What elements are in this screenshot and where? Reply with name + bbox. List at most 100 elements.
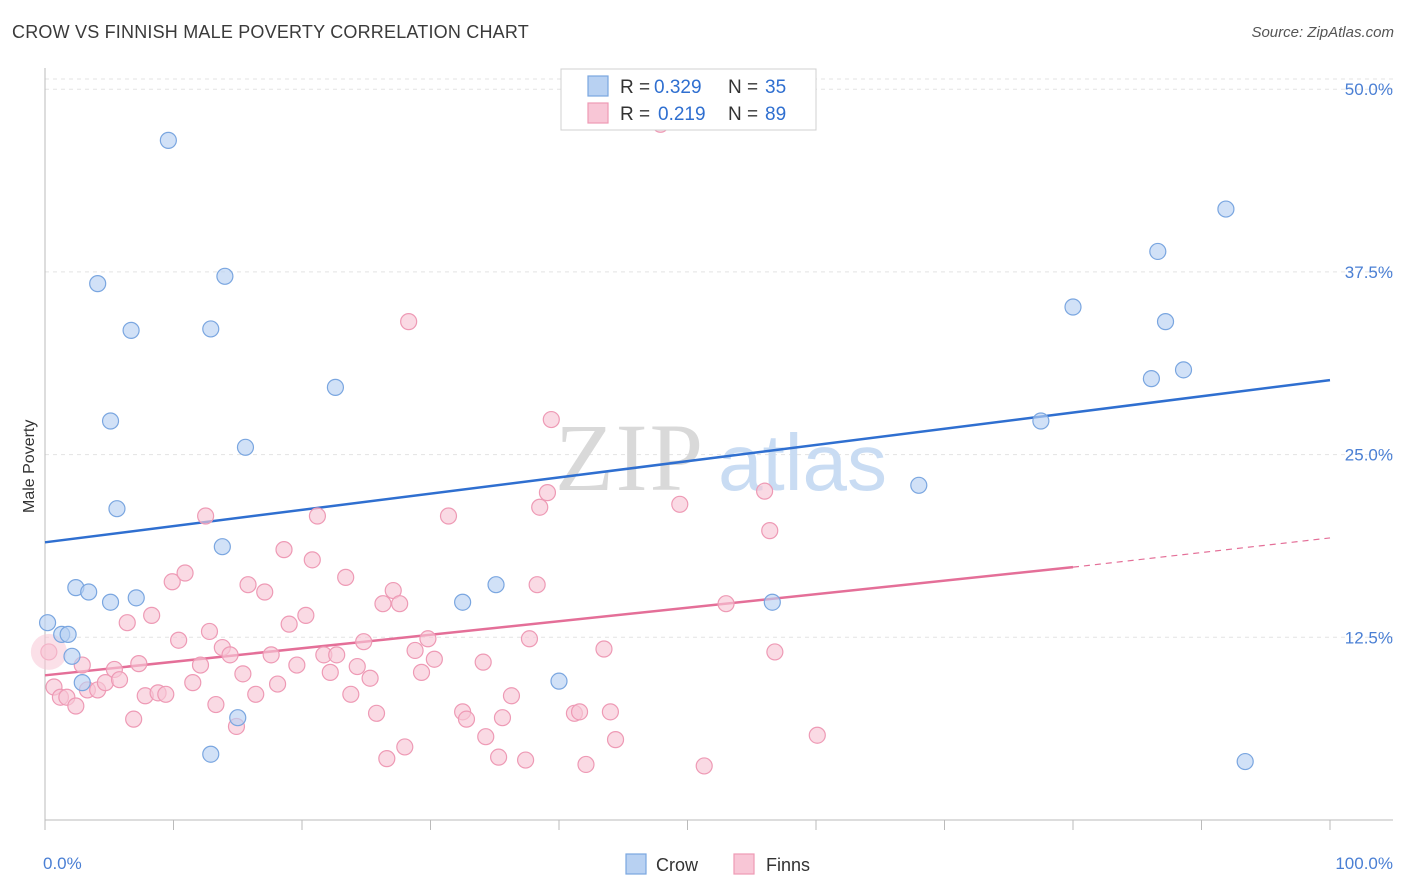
crow-point-33 bbox=[1236, 752, 1254, 771]
finns-point-37 bbox=[288, 656, 306, 674]
finns-point-84 bbox=[761, 522, 779, 540]
source-label: Source: ZipAtlas.com bbox=[1251, 24, 1394, 41]
finns-point-23 bbox=[197, 507, 215, 525]
y-tick-label-1: 25.0% bbox=[1345, 446, 1393, 465]
finns-point-34 bbox=[268, 675, 287, 693]
finns-point-53 bbox=[391, 595, 409, 613]
crow-point-0 bbox=[38, 614, 57, 632]
crow-point-13 bbox=[159, 131, 177, 149]
finns-trend-extension bbox=[1072, 537, 1331, 568]
finns-point-81 bbox=[695, 757, 713, 775]
finns-point-67 bbox=[502, 687, 521, 705]
finns-point-68 bbox=[516, 751, 535, 769]
legend-finns-n-value: 89 bbox=[765, 104, 786, 125]
crow-point-20 bbox=[326, 378, 345, 396]
watermark-atlas: atlas bbox=[718, 418, 887, 507]
legend-finns-r-value: 0.219 bbox=[658, 104, 706, 125]
finns-point-17 bbox=[157, 685, 175, 703]
x-tick-label-0: 0.0% bbox=[43, 854, 82, 873]
crow-point-2 bbox=[59, 625, 77, 643]
finns-point-39 bbox=[303, 551, 321, 569]
finns-point-32 bbox=[256, 583, 274, 601]
crow-point-8 bbox=[101, 593, 120, 611]
finns-point-86 bbox=[808, 726, 826, 744]
finns-point-27 bbox=[221, 646, 239, 664]
chart-title: CROW VS FINNISH MALE POVERTY CORRELATION… bbox=[12, 22, 529, 42]
y-tick-label-0: 12.5% bbox=[1345, 628, 1393, 647]
crow-point-23 bbox=[550, 672, 568, 690]
legend-crow-swatch bbox=[587, 75, 609, 97]
finns-point-51 bbox=[378, 750, 396, 768]
finns-point-65 bbox=[490, 748, 508, 766]
legend-crow-r-value: 0.329 bbox=[654, 77, 702, 98]
finns-point-10 bbox=[110, 671, 129, 689]
finns-point-31 bbox=[247, 685, 265, 703]
crow-point-9 bbox=[101, 412, 120, 430]
finns-point-56 bbox=[406, 641, 424, 660]
finns-point-25 bbox=[207, 695, 225, 714]
crow-point-30 bbox=[1156, 313, 1175, 331]
crow-point-15 bbox=[202, 745, 220, 763]
finns-point-77 bbox=[595, 640, 613, 658]
finns-point-46 bbox=[348, 657, 366, 676]
finns-point-24 bbox=[200, 622, 219, 641]
finns-point-13 bbox=[130, 655, 148, 673]
finns-point-83 bbox=[755, 482, 774, 500]
finns-point-15 bbox=[143, 606, 161, 624]
legend-finns-r-label: R = bbox=[620, 104, 650, 125]
crow-point-14 bbox=[202, 320, 220, 338]
bottom-legend-crow-label: Crow bbox=[656, 855, 699, 875]
finns-point-71 bbox=[531, 498, 549, 516]
crow-point-29 bbox=[1149, 242, 1167, 261]
crow-point-11 bbox=[122, 321, 140, 339]
finns-point-76 bbox=[577, 755, 595, 774]
finns-point-79 bbox=[606, 731, 625, 749]
finns-point-20 bbox=[176, 564, 194, 582]
bottom-legend: Crow Finns bbox=[625, 853, 810, 875]
x-tick-labels: 0.0% 100.0% bbox=[43, 854, 1393, 873]
crow-point-6 bbox=[80, 583, 98, 601]
bottom-legend-finns-swatch bbox=[733, 853, 755, 875]
watermark: ZIP atlas bbox=[555, 404, 887, 511]
y-tick-label-2: 37.5% bbox=[1345, 263, 1393, 282]
legend-crow-r-label: R = bbox=[620, 77, 650, 98]
crow-point-19 bbox=[236, 438, 255, 456]
finns-point-55 bbox=[400, 313, 418, 331]
crow-point-5 bbox=[73, 674, 91, 692]
finns-point-63 bbox=[474, 653, 492, 671]
finns-point-58 bbox=[419, 630, 437, 648]
x-tick-label-1: 100.0% bbox=[1335, 854, 1393, 873]
finns-point-78 bbox=[601, 703, 620, 721]
finns-point-19 bbox=[170, 631, 188, 649]
crow-point-12 bbox=[127, 589, 145, 607]
finns-point-54 bbox=[396, 738, 414, 756]
axes bbox=[44, 68, 1393, 830]
finns-point-62 bbox=[457, 710, 476, 728]
crow-trend-line bbox=[44, 378, 1331, 544]
finns-point-48 bbox=[361, 669, 379, 687]
finns-point-60 bbox=[439, 507, 458, 525]
finns-point-18 bbox=[163, 573, 181, 591]
finns-point-80 bbox=[671, 495, 689, 513]
finns-point-29 bbox=[234, 665, 252, 683]
finns-point-59 bbox=[425, 650, 443, 668]
crow-point-7 bbox=[89, 275, 107, 293]
crow-point-26 bbox=[1032, 412, 1050, 430]
finns-point-69 bbox=[520, 630, 539, 648]
watermark-zip: ZIP bbox=[555, 404, 705, 511]
finns-point-82 bbox=[717, 595, 735, 613]
crow-point-3 bbox=[63, 647, 81, 665]
grid bbox=[45, 78, 1393, 638]
crow-point-24 bbox=[763, 593, 781, 611]
legend-finns-n-label: N = bbox=[728, 104, 758, 125]
crow-point-22 bbox=[487, 576, 505, 594]
legend: R = 0.329 N = 35 R = 0.219 N = 89 bbox=[560, 68, 817, 131]
legend-finns-swatch bbox=[587, 102, 609, 124]
finns-point-11 bbox=[118, 614, 136, 632]
y-tick-label-3: 50.0% bbox=[1345, 80, 1393, 99]
finns-point-64 bbox=[477, 728, 495, 746]
finns-point-42 bbox=[321, 663, 339, 681]
bottom-legend-crow-swatch bbox=[625, 853, 647, 875]
y-tick-labels: 12.5% 25.0% 37.5% 50.0% bbox=[1345, 80, 1393, 647]
